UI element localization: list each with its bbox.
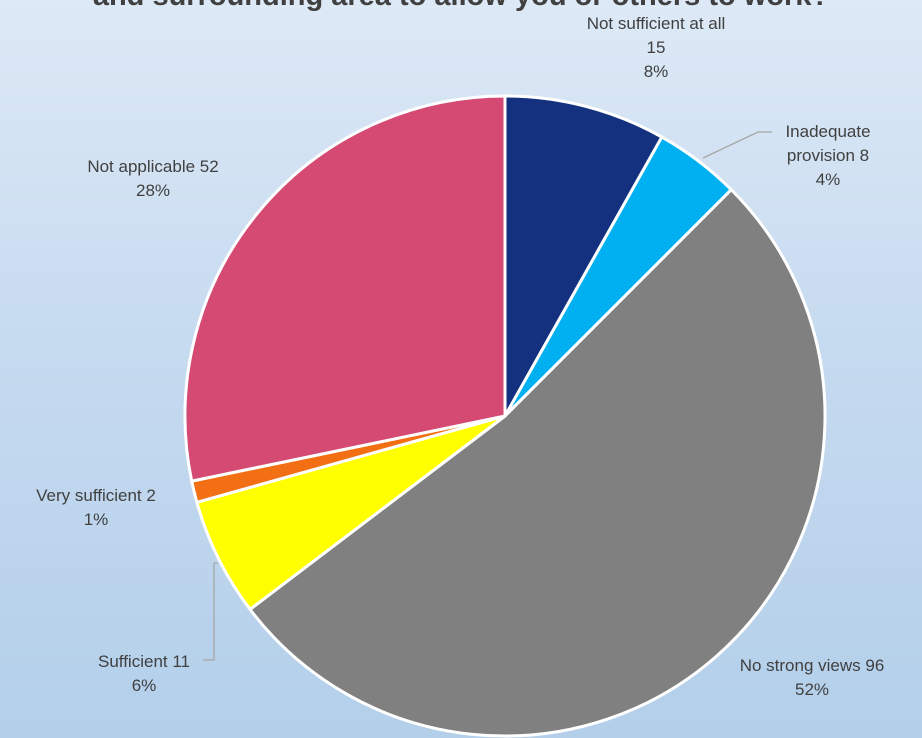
slice-label-not-sufficient-at-all: Not sufficient at all 15 8%: [587, 14, 726, 81]
pie-slice-not-applicable: [183, 94, 507, 483]
pie-slices: [183, 94, 827, 738]
leader-line: [702, 131, 772, 159]
pie-slice-no-strong-views: [248, 188, 827, 738]
leader-line: [203, 562, 218, 661]
slice-label-inadequate-provision: Inadequate provision 8 4%: [785, 122, 870, 189]
pie-slice-not-sufficient-at-all: [503, 94, 664, 418]
pie-slice-sufficient: [195, 414, 507, 611]
slice-label-not-applicable: Not applicable 52 28%: [87, 157, 218, 200]
slice-label-sufficient: Sufficient 11 6%: [98, 652, 190, 695]
chart-title: and surrounding area to allow you or oth…: [0, 0, 922, 13]
slice-label-very-sufficient: Very sufficient 2 1%: [36, 486, 156, 529]
slice-labels: Not sufficient at all 15 8% Inadequate provi…: [36, 14, 884, 699]
leader-lines: [203, 131, 772, 661]
slice-label-no-strong-views: No strong views 96 52%: [740, 656, 885, 699]
